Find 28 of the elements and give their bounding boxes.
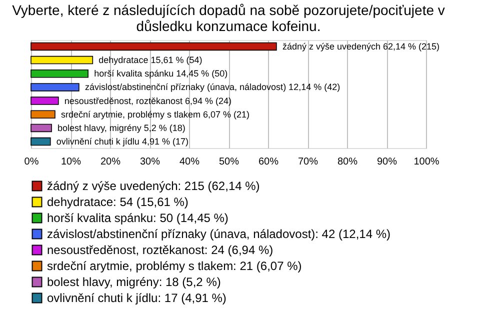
data-label: bolest hlavy, migrény 5,2 % (18) [58,122,186,133]
legend-label: žádný z výše uvedených: 215 (62,14 %) [47,179,260,193]
data-label: žádný z výše uvedených 62,14 % (215) [282,41,440,52]
x-tick-label: 50% [218,156,240,168]
data-label: závislost/abstinenční příznaky (únava, náladovost) 12,14 % (42) [84,82,340,92]
data-label: ovlivnění chuti k jídlu 4,91 % (17) [56,136,188,147]
x-tick-label: 30% [140,156,160,168]
x-tick-label: 0% [24,156,39,168]
x-tick-label: 20% [100,156,121,168]
x-tick-label: 80% [337,156,358,168]
data-label: nesoustředěnost, roztěkanost 6,94 % (24) [64,96,232,106]
legend-label: ovlivnění chuti k jídlu: 17 (4,91 %) [47,291,226,305]
legend-label: dehydratace: 54 (15,61 %) [47,195,188,209]
x-tick-label: 70% [298,156,318,168]
x-tick-label: 10% [60,156,82,168]
chart-title: Vyberte, které z následujících dopadů na sobě pozorujete/pociťujete v důsledku konzumace kofeinu. [12,2,445,34]
x-tick-label: 90% [376,156,398,168]
data-label: horší kvalita spánku 14,45 % (50) [94,68,228,79]
legend-label: nesoustředěnost, roztěkanost: 24 (6,94 %) [47,243,274,257]
x-tick-label: 60% [258,156,279,168]
data-label: srdeční arytmie, problémy s tlakem 6,07 % (21) [60,109,250,120]
legend-label: srdeční arytmie, problémy s tlakem: 21 (6,07 %) [47,259,302,273]
legend-label: závislost/abstinenční příznaky (únava, náladovost): 42 (12,14 %) [47,227,391,241]
data-label: dehydratace 15,61 % (54) [98,55,202,66]
legend-label: bolest hlavy, migrény: 18 (5,2 %) [47,275,221,289]
x-tick-label: 40% [179,156,200,168]
legend-label: horší kvalita spánku: 50 (14,45 %) [47,211,228,225]
x-tick-label: 100% [414,156,440,168]
